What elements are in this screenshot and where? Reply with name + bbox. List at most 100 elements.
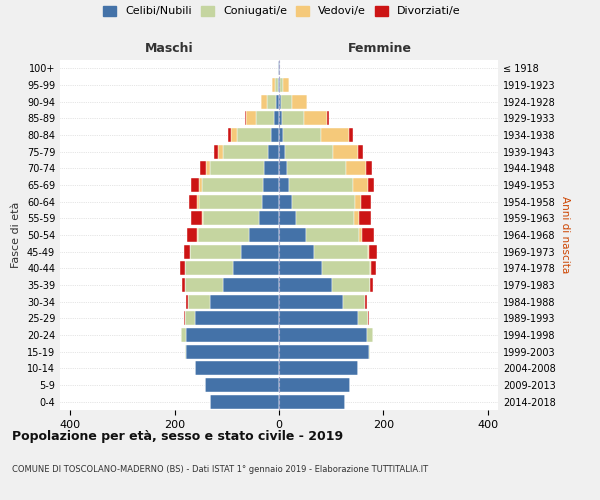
- Bar: [197, 194, 199, 209]
- Bar: [327, 112, 329, 126]
- Bar: [304, 112, 327, 126]
- Bar: [278, 78, 279, 92]
- Bar: [281, 94, 292, 109]
- Bar: [368, 178, 374, 192]
- Legend: Celibi/Nubili, Coniugati/e, Vedovi/e, Divorziati/e: Celibi/Nubili, Coniugati/e, Vedovi/e, Di…: [103, 6, 461, 16]
- Bar: [279, 178, 289, 192]
- Bar: [279, 162, 287, 175]
- Bar: [279, 94, 281, 109]
- Bar: [332, 278, 370, 292]
- Bar: [322, 261, 370, 276]
- Bar: [267, 94, 277, 109]
- Bar: [268, 144, 279, 159]
- Bar: [358, 144, 364, 159]
- Bar: [359, 211, 371, 226]
- Bar: [365, 294, 367, 308]
- Bar: [369, 244, 377, 259]
- Bar: [186, 344, 279, 359]
- Bar: [279, 311, 358, 326]
- Bar: [246, 112, 256, 126]
- Bar: [279, 211, 296, 226]
- Bar: [189, 194, 197, 209]
- Bar: [209, 162, 265, 175]
- Bar: [279, 228, 306, 242]
- Bar: [181, 328, 186, 342]
- Bar: [274, 112, 279, 126]
- Bar: [259, 211, 279, 226]
- Bar: [202, 211, 203, 226]
- Bar: [279, 144, 285, 159]
- Bar: [202, 178, 263, 192]
- Bar: [283, 78, 289, 92]
- Bar: [279, 244, 314, 259]
- Y-axis label: Anni di nascita: Anni di nascita: [560, 196, 569, 274]
- Bar: [205, 378, 279, 392]
- Bar: [314, 244, 368, 259]
- Bar: [370, 278, 373, 292]
- Bar: [190, 244, 241, 259]
- Bar: [185, 294, 188, 308]
- Bar: [355, 194, 361, 209]
- Bar: [237, 128, 271, 142]
- Bar: [333, 144, 358, 159]
- Bar: [354, 211, 359, 226]
- Bar: [256, 112, 274, 126]
- Bar: [296, 211, 354, 226]
- Bar: [261, 94, 267, 109]
- Bar: [200, 162, 206, 175]
- Bar: [223, 278, 279, 292]
- Bar: [292, 94, 307, 109]
- Bar: [188, 294, 210, 308]
- Bar: [241, 244, 279, 259]
- Bar: [349, 128, 353, 142]
- Bar: [182, 278, 185, 292]
- Bar: [292, 194, 355, 209]
- Bar: [368, 244, 369, 259]
- Bar: [263, 178, 279, 192]
- Bar: [187, 228, 197, 242]
- Bar: [289, 178, 353, 192]
- Bar: [231, 128, 237, 142]
- Bar: [199, 194, 262, 209]
- Bar: [194, 311, 279, 326]
- Bar: [191, 211, 202, 226]
- Bar: [262, 194, 279, 209]
- Text: COMUNE DI TOSCOLANO-MADERNO (BS) - Dati ISTAT 1° gennaio 2019 - Elaborazione TUT: COMUNE DI TOSCOLANO-MADERNO (BS) - Dati …: [12, 465, 428, 474]
- Bar: [371, 261, 376, 276]
- Bar: [321, 128, 349, 142]
- Bar: [368, 344, 370, 359]
- Text: Maschi: Maschi: [145, 42, 194, 55]
- Text: Femmine: Femmine: [348, 42, 412, 55]
- Bar: [365, 162, 372, 175]
- Bar: [184, 244, 190, 259]
- Bar: [281, 112, 304, 126]
- Bar: [285, 144, 333, 159]
- Bar: [218, 144, 223, 159]
- Bar: [279, 344, 368, 359]
- Bar: [280, 78, 283, 92]
- Bar: [287, 162, 346, 175]
- Bar: [245, 112, 246, 126]
- Bar: [362, 228, 374, 242]
- Bar: [210, 294, 279, 308]
- Bar: [223, 144, 268, 159]
- Y-axis label: Fasce di età: Fasce di età: [11, 202, 21, 268]
- Bar: [194, 361, 279, 376]
- Bar: [359, 228, 362, 242]
- Bar: [279, 278, 332, 292]
- Bar: [206, 162, 209, 175]
- Bar: [346, 162, 365, 175]
- Bar: [210, 394, 279, 409]
- Bar: [279, 194, 292, 209]
- Bar: [265, 162, 279, 175]
- Bar: [271, 128, 279, 142]
- Bar: [186, 328, 279, 342]
- Bar: [277, 94, 279, 109]
- Bar: [370, 261, 371, 276]
- Bar: [279, 261, 322, 276]
- Bar: [191, 178, 199, 192]
- Bar: [279, 112, 281, 126]
- Bar: [233, 261, 279, 276]
- Bar: [228, 128, 231, 142]
- Text: Popolazione per età, sesso e stato civile - 2019: Popolazione per età, sesso e stato civil…: [12, 430, 343, 443]
